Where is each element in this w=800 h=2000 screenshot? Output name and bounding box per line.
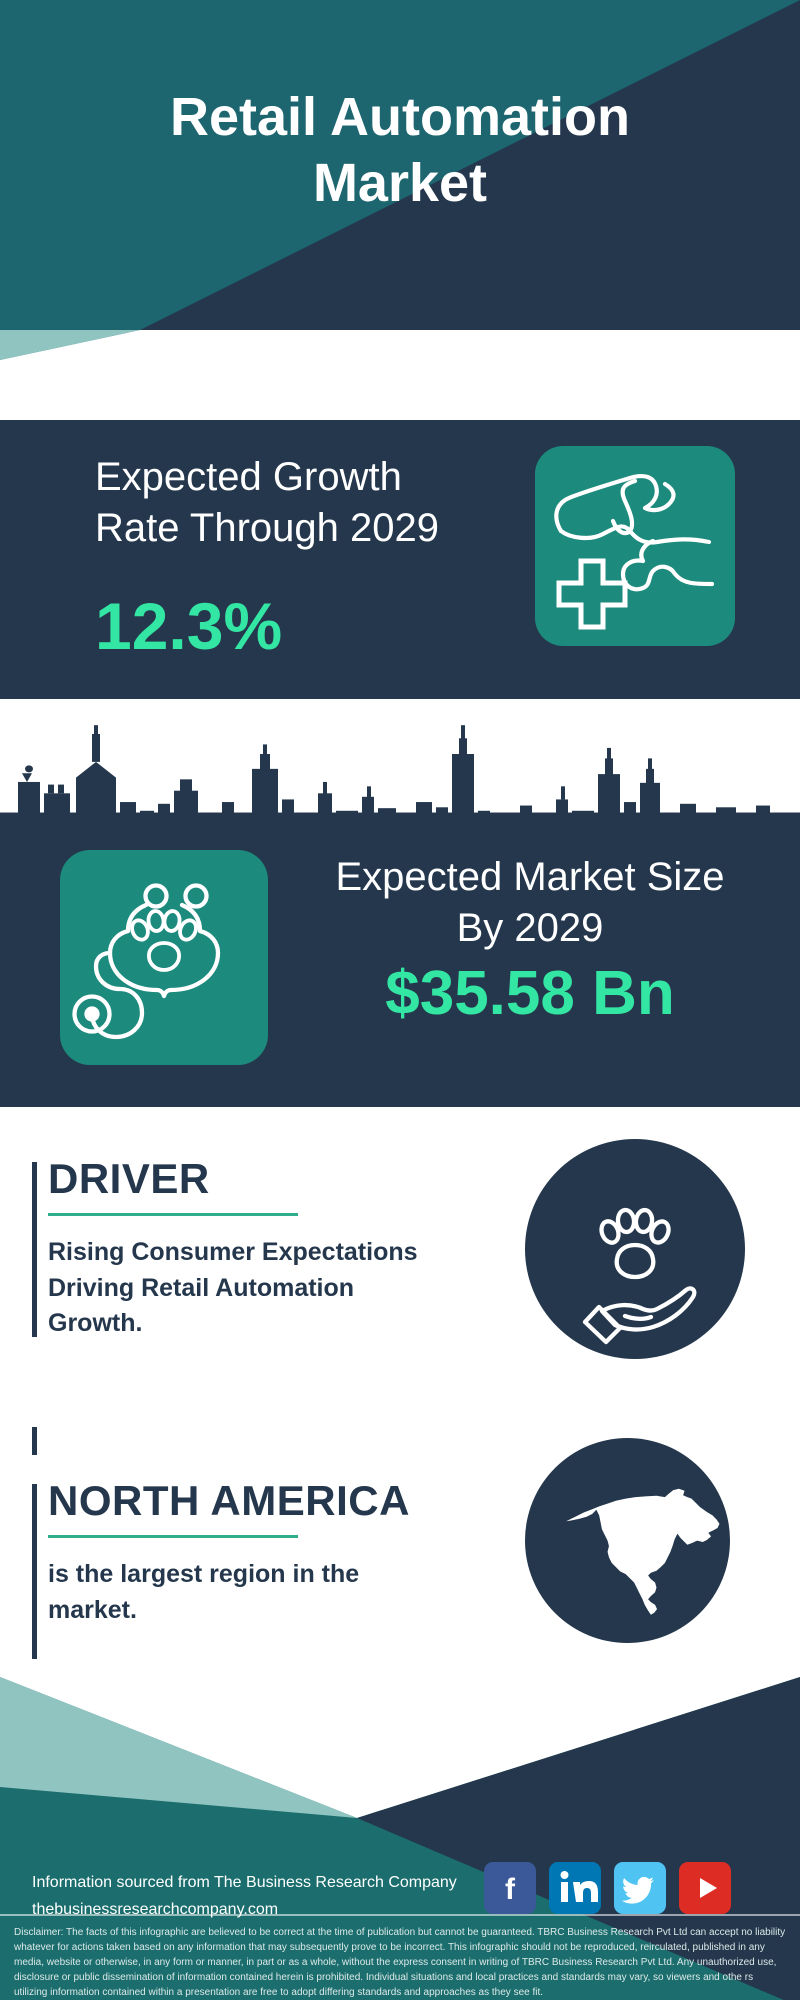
- svg-text:f: f: [505, 1873, 516, 1906]
